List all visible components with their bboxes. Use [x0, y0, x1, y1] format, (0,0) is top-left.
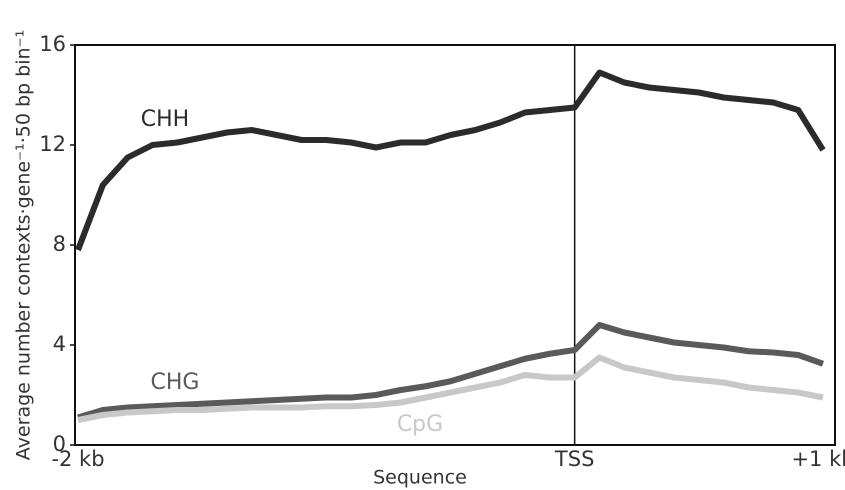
series-label: CHH: [141, 107, 189, 132]
y-tick-label: 4: [53, 332, 66, 356]
series-line: [77, 354, 824, 423]
x-tick-label: +1 kb: [791, 447, 845, 471]
series-line: [77, 322, 824, 421]
y-tick-label: 8: [53, 232, 66, 256]
y-tick-label: 0: [53, 432, 66, 456]
x-axis-label: Sequence: [373, 467, 467, 489]
series-line: [75, 69, 826, 252]
series-label: CpG: [397, 412, 443, 437]
y-tick-label: 12: [39, 132, 66, 156]
x-tick-label: -2 kb: [51, 447, 104, 471]
series-label: CHG: [151, 370, 200, 395]
y-axis-label: Average number contexts·gene⁻¹·50 bp bin…: [13, 30, 35, 460]
x-tick-label: TSS: [554, 447, 595, 471]
y-tick-label: 16: [39, 32, 66, 56]
